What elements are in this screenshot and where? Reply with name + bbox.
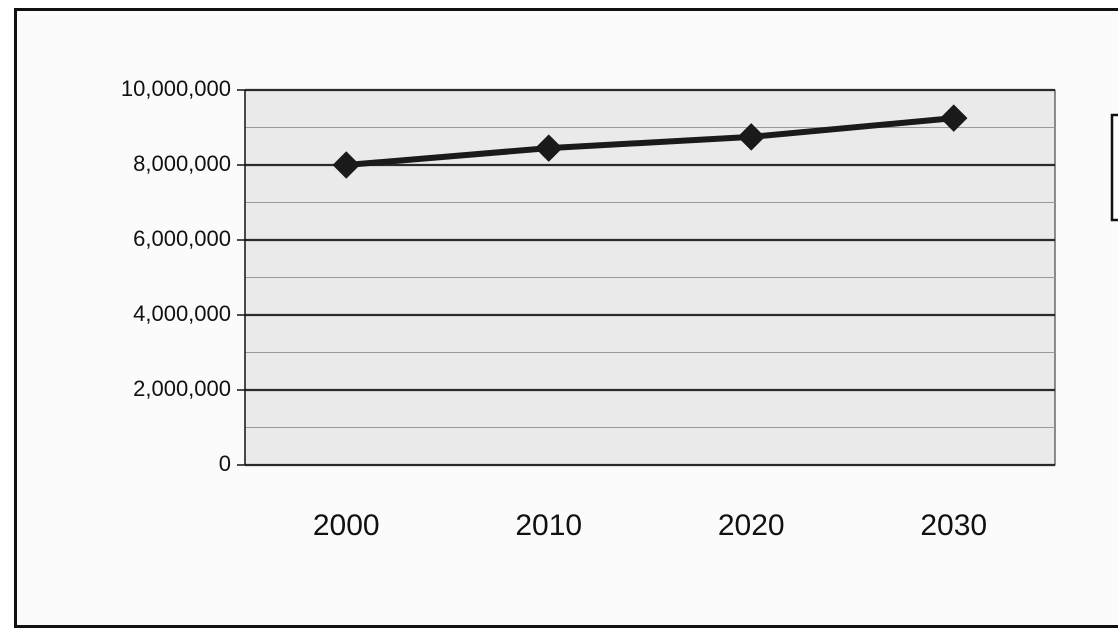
y-tick-label: 4,000,000: [133, 301, 231, 326]
x-axis-ticks: 2000 2010 2020 2030: [313, 509, 987, 542]
y-tick-label: 8,000,000: [133, 151, 231, 176]
y-tick-label: 6,000,000: [133, 226, 231, 251]
series-line: [346, 115, 955, 168]
line-chart: 0 2,000,000 4,000,000 6,000,000 8,000,000 10,…: [121, 76, 1118, 542]
data-point-marker: [737, 123, 765, 151]
data-point-marker: [332, 151, 360, 179]
data-point-marker: [940, 104, 968, 132]
y-tick-label: 2,000,000: [133, 376, 231, 401]
y-tick-label: 10,000,000: [121, 76, 231, 101]
minor-gridlines: [245, 127, 1055, 428]
y-tick-label: 0: [219, 451, 231, 476]
legend: [1110, 113, 1118, 222]
x-tick-label: 2010: [515, 509, 582, 542]
data-point-marker: [535, 134, 563, 162]
series-layer: [332, 104, 968, 179]
x-tick-label: 2000: [313, 509, 380, 542]
x-tick-label: 2020: [718, 509, 785, 542]
x-tick-label: 2030: [920, 509, 987, 542]
y-axis-ticks: 0 2,000,000 4,000,000 6,000,000 8,000,000 10,…: [121, 76, 245, 476]
legend-box: [1110, 113, 1118, 222]
